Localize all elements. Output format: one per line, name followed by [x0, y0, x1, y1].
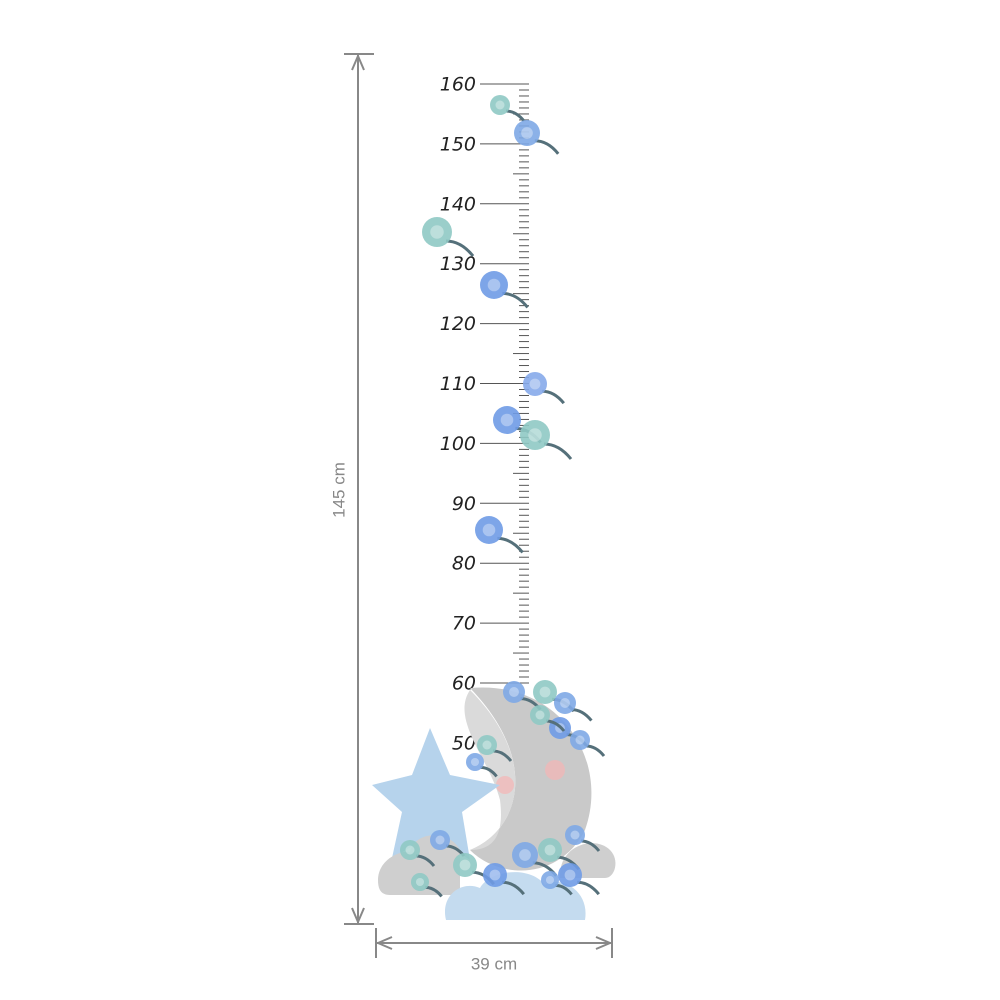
height-label: 145 cm	[329, 462, 348, 518]
flower-center	[570, 830, 580, 840]
flower-center	[539, 686, 551, 698]
leaf	[577, 880, 600, 896]
flower	[541, 871, 559, 889]
flower-center	[519, 849, 531, 861]
flower-center	[500, 413, 514, 427]
flower-center	[459, 859, 471, 871]
flower	[533, 680, 557, 704]
ruler-label: 130	[440, 253, 476, 275]
flower-center	[415, 877, 425, 887]
flower-center	[545, 875, 555, 885]
dimension-height	[344, 53, 374, 925]
leaf	[571, 708, 593, 722]
flower-center	[430, 225, 444, 239]
flower-center	[487, 278, 501, 292]
ruler-labels: 160 150 140 130 120 110 100 90 80 70 60 50	[440, 74, 476, 755]
ruler-label: 90	[452, 493, 476, 515]
flower	[554, 692, 576, 714]
flower-center	[489, 869, 501, 881]
flower	[538, 838, 562, 862]
flower-center	[482, 523, 496, 537]
flower	[512, 842, 538, 868]
flower-center	[528, 428, 542, 442]
flower	[520, 420, 550, 450]
leaf	[585, 744, 606, 757]
flower-center	[529, 378, 541, 390]
flower	[514, 120, 540, 146]
flower-center	[405, 845, 415, 855]
flower-center	[495, 100, 505, 110]
ruler-label: 150	[440, 133, 476, 155]
leaf	[534, 139, 560, 155]
flower	[493, 406, 521, 434]
flower	[480, 271, 508, 299]
flower	[570, 730, 590, 750]
flower	[475, 516, 503, 544]
ruler-label: 80	[452, 553, 476, 575]
ruler-label: 70	[452, 613, 476, 635]
flowers	[400, 95, 606, 898]
flower-center	[575, 735, 585, 745]
flower-center	[435, 835, 445, 845]
flower	[466, 753, 484, 771]
flower-center	[482, 740, 492, 750]
star	[372, 728, 500, 860]
flower	[400, 840, 420, 860]
flower-center	[564, 869, 576, 881]
leaf	[543, 442, 573, 460]
dimension-width	[375, 928, 613, 958]
flower	[558, 863, 582, 887]
ruler-label: 160	[440, 74, 476, 96]
flower	[523, 372, 547, 396]
flower	[422, 217, 452, 247]
ruler-label: 110	[440, 373, 476, 395]
flower	[565, 825, 585, 845]
ruler-label: 60	[452, 673, 476, 695]
width-label: 39 cm	[471, 954, 517, 973]
ruler-label: 140	[440, 193, 476, 215]
leaf	[542, 389, 565, 405]
flower	[483, 863, 507, 887]
flower-center	[521, 127, 533, 139]
ruler-label: 100	[440, 433, 476, 455]
ruler-ticks	[480, 83, 529, 684]
flower-center	[470, 757, 480, 767]
flower	[490, 95, 510, 115]
flower	[477, 735, 497, 755]
flower-center	[509, 687, 519, 697]
flower-center	[535, 710, 545, 720]
flower-center	[560, 698, 570, 708]
flower	[430, 830, 450, 850]
flower	[453, 853, 477, 877]
flower	[411, 873, 429, 891]
ruler-label: 50	[452, 732, 476, 754]
flower-center	[544, 844, 556, 856]
flower	[530, 705, 550, 725]
ruler-label: 120	[440, 313, 476, 335]
flower	[503, 681, 525, 703]
